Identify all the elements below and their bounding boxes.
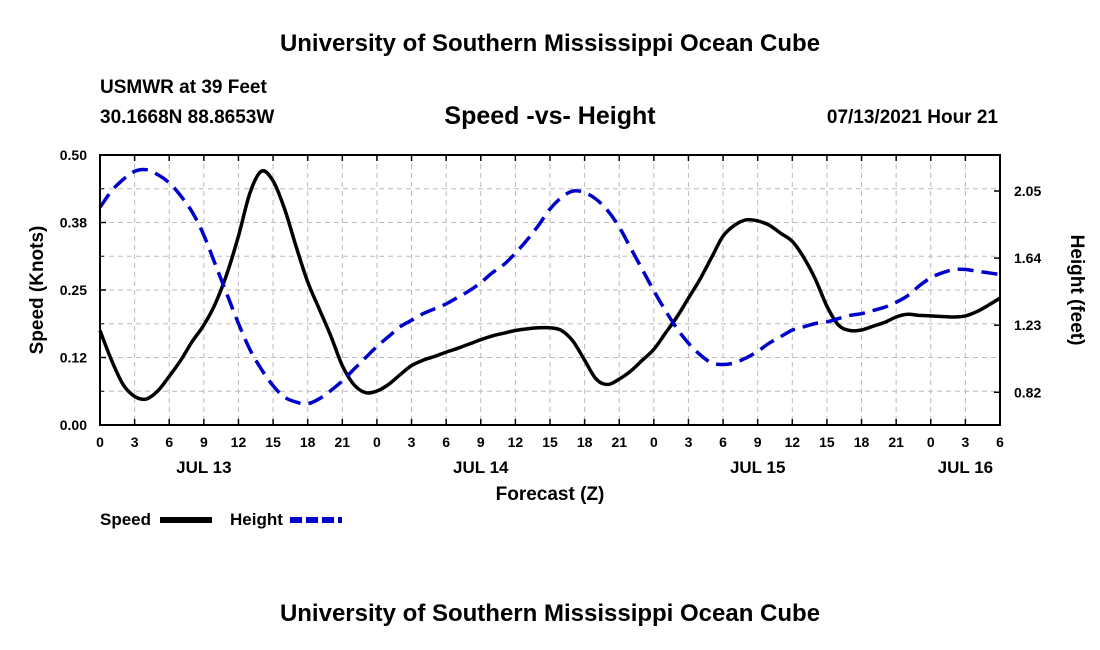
x-tick-label: 3 [961, 434, 969, 450]
axis-ticks [99, 154, 1001, 426]
y-tick-label: 0.12 [60, 350, 87, 366]
axis-labels: 0 3 6 9 12 15 18 21 0 3 6 9 12 15 18 21 0 3 6 9 12 15 18 21 0 3 6J… [60, 147, 1042, 477]
x-axis-title: Forecast (Z) [496, 484, 605, 505]
x-tick-label: 15 [265, 434, 281, 450]
chart-title-top: University of Southern Mississippi Ocean… [279, 30, 821, 57]
x-tick-label: 6 [996, 434, 1004, 450]
x-tick-label: 18 [300, 434, 316, 450]
y-tick-label: 0.50 [60, 147, 87, 163]
x-tick-label: 6 [719, 434, 727, 450]
x-tick-label: 0 [373, 434, 381, 450]
x-tick-label: 3 [685, 434, 693, 450]
x-date-label: JUL 15 [730, 458, 785, 477]
y2-tick-label: 1.23 [1014, 317, 1041, 333]
x-tick-label: 21 [335, 434, 351, 450]
x-tick-label: 12 [785, 434, 801, 450]
x-tick-label: 18 [577, 434, 593, 450]
chart-title-bottom: University of Southern Mississippi Ocean… [279, 600, 821, 627]
forecast-datetime: 07/13/2021 Hour 21 [826, 107, 998, 128]
x-tick-label: 6 [165, 434, 173, 450]
x-tick-label: 9 [200, 434, 208, 450]
series-lines [98, 167, 1001, 406]
chart-subtitle: Speed -vs- Height [444, 102, 656, 130]
x-tick-label: 0 [96, 434, 104, 450]
series-line-height [98, 167, 1001, 406]
x-tick-label: 3 [408, 434, 416, 450]
x-date-label: JUL 16 [938, 458, 993, 477]
station-coordinates: 30.1668N 88.8653W [100, 107, 275, 128]
x-tick-label: 21 [888, 434, 904, 450]
legend-height-label: Height [230, 510, 283, 529]
y-tick-label: 0.25 [60, 282, 87, 298]
y2-axis-title: Height (feet) [1066, 235, 1087, 346]
x-date-label: JUL 14 [453, 458, 509, 477]
y-tick-label: 0.00 [60, 417, 87, 433]
x-tick-label: 12 [508, 434, 524, 450]
x-tick-label: 15 [542, 434, 558, 450]
legend: Speed Height [100, 510, 342, 529]
x-tick-label: 21 [611, 434, 627, 450]
x-tick-label: 9 [754, 434, 762, 450]
y2-tick-label: 1.64 [1014, 250, 1041, 266]
y-tick-label: 0.38 [60, 215, 87, 231]
x-tick-label: 9 [477, 434, 485, 450]
y2-tick-label: 0.82 [1014, 384, 1041, 400]
y-axis-title: Speed (Knots) [27, 226, 48, 355]
x-tick-label: 0 [927, 434, 935, 450]
x-tick-label: 3 [131, 434, 139, 450]
grid-lines [100, 155, 1000, 425]
x-tick-label: 0 [650, 434, 658, 450]
x-tick-label: 12 [231, 434, 247, 450]
x-tick-label: 15 [819, 434, 835, 450]
y2-tick-label: 2.05 [1014, 183, 1041, 199]
legend-speed-label: Speed [100, 510, 151, 529]
x-tick-label: 18 [854, 434, 870, 450]
x-tick-label: 6 [442, 434, 450, 450]
x-date-label: JUL 13 [176, 458, 231, 477]
series-line-speed [98, 169, 1001, 402]
station-label: USMWR at 39 Feet [100, 77, 267, 98]
